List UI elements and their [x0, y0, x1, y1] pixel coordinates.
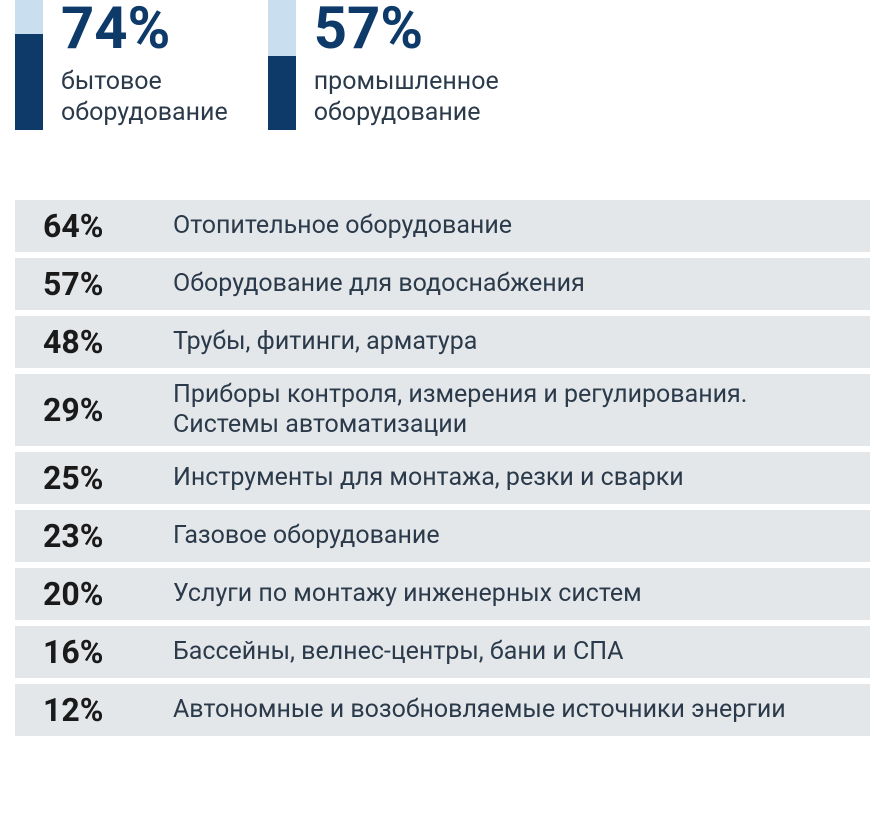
row-label: Газовое оборудование: [173, 521, 440, 551]
table-row: 25% Инструменты для монтажа, резки и сва…: [15, 452, 870, 504]
stat-label: промышленноеоборудование: [314, 66, 499, 129]
bar-empty-segment: [268, 0, 296, 56]
bar-empty-segment: [15, 0, 43, 34]
bar-filled-segment: [268, 56, 296, 130]
bar-chart-icon: [15, 0, 43, 130]
row-label: Бассейны, велнес-центры, бани и СПА: [173, 637, 623, 667]
row-percent: 29%: [43, 391, 173, 429]
stat-value: 57%: [314, 0, 499, 58]
stat-text-group: 74% бытовоеоборудование: [61, 0, 228, 129]
row-label: Автономные и возобновляемые источники эн…: [173, 695, 786, 725]
bar-chart-icon: [268, 0, 296, 130]
row-label: Оборудование для водоснабжения: [173, 269, 585, 299]
row-label: Инструменты для монтажа, резки и сварки: [173, 463, 684, 493]
row-percent: 57%: [43, 265, 173, 303]
row-label: Трубы, фитинги, арматура: [173, 327, 477, 357]
table-row: 48% Трубы, фитинги, арматура: [15, 316, 870, 368]
category-rows: 64% Отопительное оборудование 57% Оборуд…: [15, 200, 870, 736]
table-row: 16% Бассейны, велнес-центры, бани и СПА: [15, 626, 870, 678]
row-label: Услуги по монтажу инженерных систем: [173, 579, 642, 609]
row-label: Отопительное оборудование: [173, 211, 512, 241]
row-label: Приборы контроля, измерения и регулирова…: [173, 380, 854, 440]
stat-text-group: 57% промышленноеоборудование: [314, 0, 499, 129]
top-stats-container: 74% бытовоеоборудование 57% промышленное…: [15, 0, 870, 130]
row-percent: 16%: [43, 633, 173, 671]
stat-block-household: 74% бытовоеоборудование: [15, 0, 228, 130]
stat-value: 74%: [61, 0, 228, 58]
row-percent: 64%: [43, 207, 173, 245]
table-row: 12% Автономные и возобновляемые источник…: [15, 684, 870, 736]
row-percent: 25%: [43, 459, 173, 497]
row-percent: 23%: [43, 517, 173, 555]
stat-label: бытовоеоборудование: [61, 66, 228, 129]
row-percent: 12%: [43, 691, 173, 729]
row-percent: 48%: [43, 323, 173, 361]
bar-filled-segment: [15, 34, 43, 130]
table-row: 64% Отопительное оборудование: [15, 200, 870, 252]
table-row: 23% Газовое оборудование: [15, 510, 870, 562]
table-row: 29% Приборы контроля, измерения и регули…: [15, 374, 870, 446]
row-percent: 20%: [43, 575, 173, 613]
table-row: 57% Оборудование для водоснабжения: [15, 258, 870, 310]
stat-block-industrial: 57% промышленноеоборудование: [268, 0, 499, 130]
table-row: 20% Услуги по монтажу инженерных систем: [15, 568, 870, 620]
